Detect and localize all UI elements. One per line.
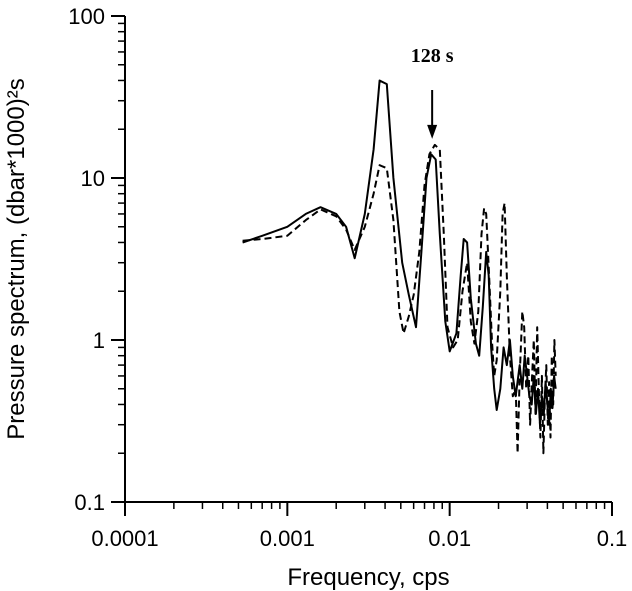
y-tick-label: 100	[68, 4, 105, 29]
y-tick-label: 1	[93, 328, 105, 353]
annotation-layer: 128 s	[411, 45, 454, 139]
annotation-arrow-head	[427, 124, 438, 139]
x-tick-label: 0.0001	[91, 526, 158, 551]
x-tick-label: 0.1	[597, 526, 628, 551]
axes: 0.0001 0.001 0.01 0.1 0.1 1 10 100	[68, 4, 627, 551]
x-tick-label: 0.01	[428, 526, 471, 551]
x-tick-label: 0.001	[260, 526, 315, 551]
y-tick-label: 10	[81, 166, 105, 191]
solid-series-line	[242, 79, 557, 426]
x-axis-title: Frequency, cps	[287, 564, 449, 591]
series-layer	[242, 79, 557, 455]
annotation-label: 128 s	[411, 45, 454, 67]
dashed-series-line	[242, 143, 557, 455]
y-tick-label: 0.1	[74, 490, 105, 515]
y-axis-title: Pressure spectrum, (dbar*1000)²s	[3, 78, 30, 439]
